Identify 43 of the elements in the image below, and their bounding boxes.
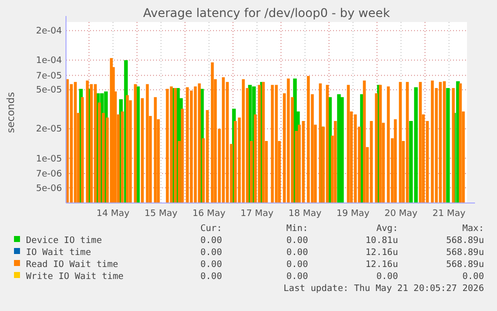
y-tick-label: 5e-06 [36, 184, 62, 194]
text: 12.16u [365, 260, 398, 270]
text: 568.89u [446, 248, 484, 258]
text: 0.00 [200, 272, 222, 282]
y-tick-label: 5e-05 [36, 86, 62, 96]
legend-label: Write IO Wait time [26, 272, 124, 282]
text: Max: [462, 224, 484, 234]
text: 12.16u [365, 248, 398, 258]
legend-label: IO Wait time [26, 248, 92, 258]
text: 0.00 [286, 236, 308, 246]
y-tick-label: 1e-04 [36, 56, 62, 66]
text: Last update: Thu May 21 20:05:27 2026 [284, 284, 484, 294]
y-axis-title: seconds [6, 92, 17, 133]
x-tick-label: 16 May [192, 209, 226, 219]
x-tick-label: 18 May [288, 209, 322, 219]
text: Min: [286, 224, 308, 234]
text: 568.89u [446, 260, 484, 270]
x-tick-label: 20 May [384, 209, 418, 219]
legend-label: Read IO Wait time [26, 260, 118, 270]
x-tick-label: 15 May [144, 209, 178, 219]
text: 0.00 [286, 272, 308, 282]
text: 0.00 [200, 248, 222, 258]
y-tick-label: 2e-05 [36, 124, 62, 135]
text: 0.00 [200, 236, 222, 246]
text: Avg: [376, 224, 398, 234]
x-tick-label: 14 May [96, 209, 130, 219]
y-tick-label: 2e-04 [36, 26, 62, 37]
text: Cur: [200, 224, 222, 234]
y-tick-label: 1e-05 [36, 154, 62, 164]
text: 0.00 [286, 248, 308, 258]
text: 0.00 [462, 272, 484, 282]
x-tick-label: 19 May [336, 209, 370, 219]
text: 0.00 [200, 260, 222, 270]
text: 568.89u [446, 236, 484, 246]
y-tick-label: 7e-05 [36, 71, 62, 82]
legend-label: Device IO time [26, 236, 102, 246]
text: 0.00 [286, 260, 308, 270]
y-tick-label: 7e-06 [36, 169, 62, 180]
text: 10.81u [365, 236, 398, 246]
text: 0.00 [376, 272, 398, 282]
chart-title: Average latency for /dev/loop0 - by week [143, 6, 390, 20]
x-tick-label: 17 May [240, 209, 274, 219]
x-tick-label: 21 May [432, 209, 466, 219]
